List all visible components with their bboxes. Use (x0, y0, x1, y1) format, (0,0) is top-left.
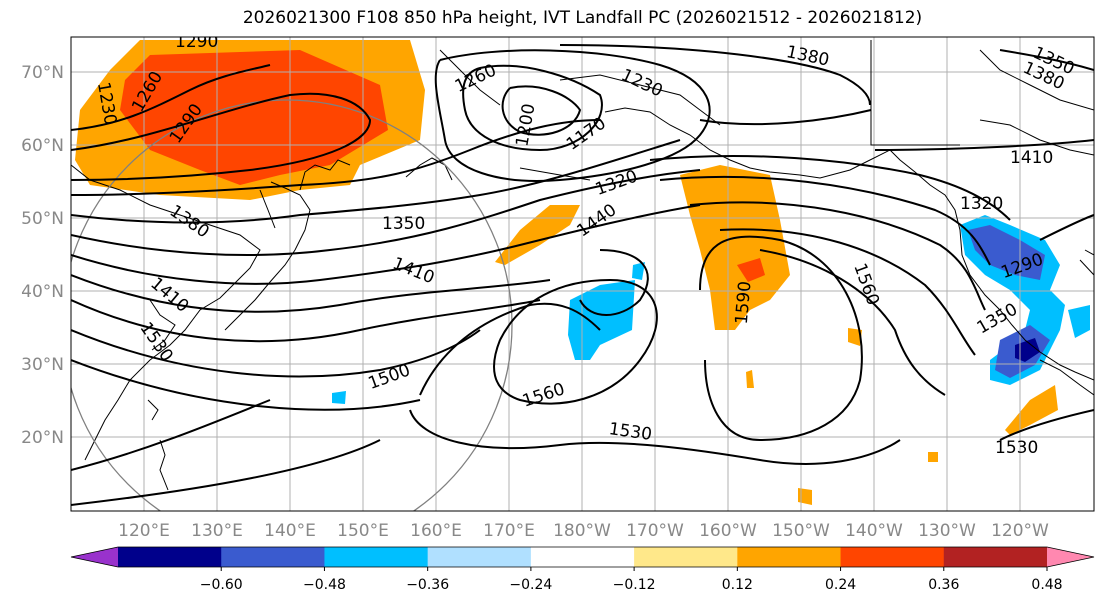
lon-label: 130°E (191, 521, 243, 541)
lon-label: 120°W (991, 521, 1049, 541)
lon-label: 150°E (337, 521, 389, 541)
colorbar-segment (634, 547, 738, 567)
colorbar-tick-label: −0.60 (200, 577, 243, 593)
colorbar-extend-left (71, 547, 118, 567)
colorbar-segment (324, 547, 429, 567)
lon-label: 170°E (483, 521, 535, 541)
colorbar: −0.60 −0.48 −0.36 −0.24 −0.12 0.12 0.24 0.36 0.4… (70, 546, 1095, 593)
graticule (71, 37, 1094, 511)
colorbar-tick-label: −0.36 (406, 577, 449, 593)
contour-label: 1410 (1010, 148, 1053, 168)
colorbar-segment (221, 547, 325, 567)
contour-label: 1530 (995, 438, 1038, 458)
lon-label: 140°W (845, 521, 903, 541)
colorbar-tick-label: −0.24 (509, 577, 552, 593)
lat-label: 50°N (21, 209, 64, 229)
lat-axis: 70°N 60°N 50°N 40°N 30°N 20°N (21, 63, 64, 448)
colorbar-segment (737, 547, 842, 567)
lon-label: 140°E (264, 521, 316, 541)
colorbar-segment (840, 547, 945, 567)
contour-label: 1590 (732, 280, 756, 325)
height-contours (71, 44, 1094, 506)
lat-label: 60°N (21, 136, 64, 156)
contour-label: 1350 (382, 214, 425, 234)
lat-label: 40°N (21, 282, 64, 302)
map-title: 2026021300 F108 850 hPa height, IVT Land… (242, 8, 923, 28)
colorbar-tick-label: −0.12 (613, 577, 656, 593)
colorbar-tick-label: 0.48 (1031, 577, 1062, 593)
lat-label: 30°N (21, 355, 64, 375)
contour-label: 1320 (960, 194, 1003, 214)
colorbar-extend-right (1047, 547, 1094, 567)
coastlines (71, 40, 1094, 491)
lon-label: 120°E (118, 521, 170, 541)
colorbar-segment (118, 547, 222, 567)
lon-label: 130°W (918, 521, 976, 541)
lat-label: 20°N (21, 428, 64, 448)
colorbar-tick-label: 0.36 (928, 577, 959, 593)
colorbar-tick-label: 0.12 (722, 577, 753, 593)
colorbar-segment (530, 547, 635, 567)
colorbar-segment (427, 547, 532, 567)
lon-label: 150°W (772, 521, 830, 541)
lon-label: 170°W (626, 521, 684, 541)
lon-axis: 120°E 130°E 140°E 150°E 160°E 170°E 180°… (118, 521, 1049, 541)
view-circle (71, 99, 513, 511)
lon-label: 160°E (410, 521, 462, 541)
lon-label: 160°W (699, 521, 757, 541)
colorbar-segment (943, 547, 1048, 567)
colorbar-tick-label: 0.24 (825, 577, 856, 593)
lat-label: 70°N (21, 63, 64, 83)
colorbar-tick-label: −0.48 (303, 577, 346, 593)
lon-label: 180°W (553, 521, 611, 541)
contour-label: 1290 (175, 32, 218, 52)
map-frame (70, 36, 1095, 512)
